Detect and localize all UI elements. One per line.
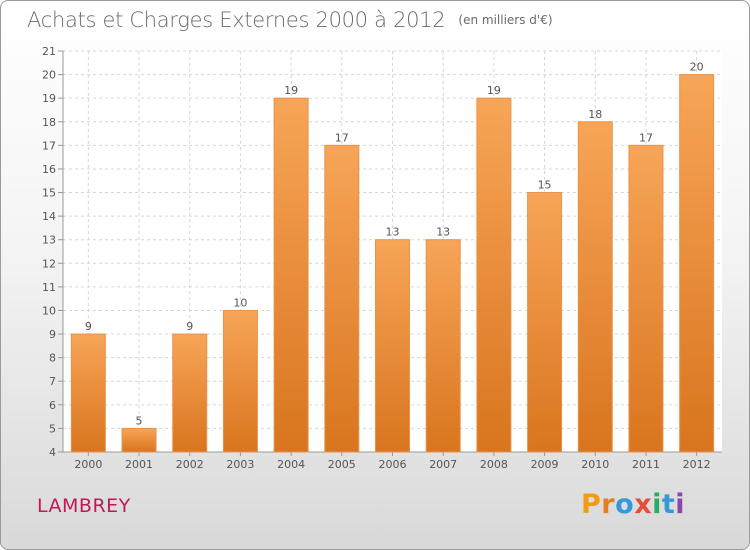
y-tick-label: 15 <box>42 187 56 200</box>
value-label-2004: 19 <box>284 84 298 97</box>
chart-subtitle: (en milliers d'€) <box>458 13 553 27</box>
bar-2009 <box>527 192 563 453</box>
value-label-2005: 17 <box>335 131 349 144</box>
x-tick-label-2001: 2001 <box>125 458 153 471</box>
logo-letter: o <box>615 489 635 520</box>
value-label-2000: 9 <box>85 320 92 333</box>
value-label-2001: 5 <box>136 414 143 427</box>
y-tick-label: 6 <box>49 399 56 412</box>
bar-2012 <box>679 74 715 453</box>
value-label-2012: 20 <box>690 61 704 74</box>
x-tick-label-2006: 2006 <box>379 458 407 471</box>
bar-2003 <box>222 309 258 453</box>
y-tick-label: 11 <box>42 281 56 294</box>
x-tick-label-2010: 2010 <box>581 458 609 471</box>
bar-2001 <box>121 427 157 453</box>
value-label-2008: 19 <box>487 84 501 97</box>
bar-2000 <box>70 333 106 453</box>
bar-2004 <box>273 97 309 453</box>
value-label-2011: 17 <box>639 131 653 144</box>
y-tick-label: 16 <box>42 163 56 176</box>
chart-title: Achats et Charges Externes 2000 à 2012 <box>27 8 446 32</box>
value-label-2003: 10 <box>233 296 247 309</box>
y-tick-label: 14 <box>42 210 56 223</box>
value-label-2006: 13 <box>386 226 400 239</box>
y-tick-label: 21 <box>42 45 56 58</box>
bar-2007 <box>425 239 461 453</box>
bar-2005 <box>324 144 360 453</box>
y-tick-label: 7 <box>49 375 56 388</box>
logo-letter: x <box>634 489 653 520</box>
y-tick-label: 19 <box>42 92 56 105</box>
bar-2011 <box>628 144 664 453</box>
bar-2008 <box>476 97 512 453</box>
y-tick-label: 20 <box>42 69 56 82</box>
value-label-2002: 9 <box>186 320 193 333</box>
logo-letter: r <box>601 489 616 520</box>
y-tick-label: 17 <box>42 139 56 152</box>
logo-letter: P <box>581 489 602 520</box>
x-tick-label-2005: 2005 <box>328 458 356 471</box>
x-tick-label-2012: 2012 <box>683 458 711 471</box>
bar-2006 <box>375 239 410 453</box>
chart-title-block: Achats et Charges Externes 2000 à 2012 (… <box>27 8 553 32</box>
x-tick-label-2003: 2003 <box>226 458 254 471</box>
y-tick-label: 9 <box>49 328 56 341</box>
proxiti-logo: Proxiti <box>581 489 685 520</box>
bar-2002 <box>172 333 208 453</box>
y-tick-label: 18 <box>42 116 56 129</box>
logo-letter: i <box>675 489 686 520</box>
bar-2010 <box>577 121 613 453</box>
y-tick-label: 5 <box>49 422 56 435</box>
value-label-2010: 18 <box>588 108 602 121</box>
x-tick-label-2000: 2000 <box>74 458 102 471</box>
value-label-2009: 15 <box>538 179 552 192</box>
x-tick-label-2008: 2008 <box>480 458 508 471</box>
y-tick-label: 13 <box>42 234 56 247</box>
x-tick-label-2011: 2011 <box>632 458 660 471</box>
logo-letter: t <box>661 489 676 520</box>
place-name: LAMBREY <box>37 495 131 517</box>
y-tick-label: 8 <box>49 352 56 365</box>
x-tick-label-2009: 2009 <box>531 458 559 471</box>
value-label-2007: 13 <box>436 226 450 239</box>
y-tick-label: 4 <box>49 446 56 459</box>
y-tick-label: 12 <box>42 257 56 270</box>
x-tick-label-2007: 2007 <box>429 458 457 471</box>
x-tick-label-2004: 2004 <box>277 458 305 471</box>
x-tick-label-2002: 2002 <box>176 458 204 471</box>
y-tick-label: 10 <box>42 304 56 317</box>
logo-letter: i <box>652 489 662 520</box>
